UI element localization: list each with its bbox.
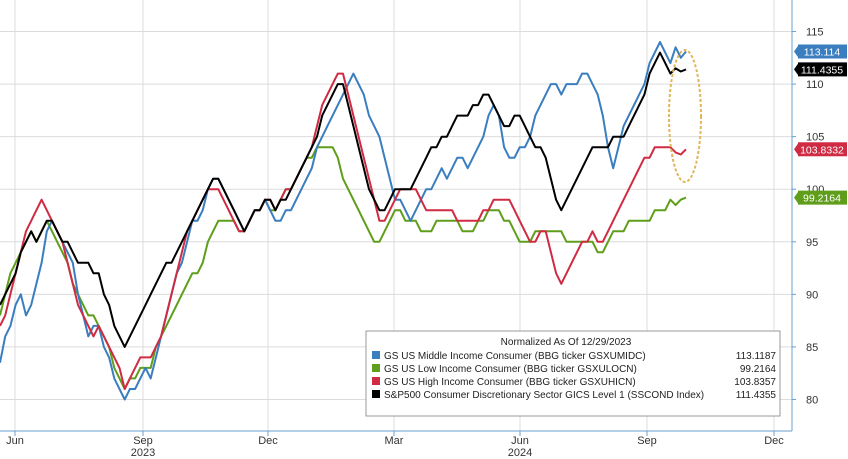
legend-value-high: 103.8357	[734, 377, 776, 388]
series-line-0	[0, 41, 687, 401]
value-badge-text: 111.4355	[801, 64, 843, 76]
y-tick-label: 105	[806, 132, 824, 144]
legend: Normalized As Of 12/29/2023 GS US Middle…	[365, 330, 781, 417]
legend-label-high: GS US High Income Consumer (BBG ticker G…	[384, 377, 636, 388]
x-tick-label: Sep	[637, 435, 657, 447]
y-tick-label: 110	[806, 79, 824, 91]
legend-label-low: GS US Low Income Consumer (BBG ticker GS…	[384, 364, 637, 375]
value-badge	[798, 190, 847, 205]
highlight-layer	[668, 49, 702, 183]
series-layer	[0, 41, 687, 401]
value-badge-pointer	[794, 62, 799, 77]
badge-layer: 113.114 99.2164 103.8332 111.4355	[794, 44, 847, 205]
value-badge-pointer	[794, 44, 799, 59]
x-year-label: 2024	[508, 447, 532, 459]
x-tick-label: Dec	[258, 435, 278, 447]
legend-value-middle: 113.1187	[736, 351, 777, 362]
value-badge-text: 103.8332	[800, 144, 844, 156]
legend-swatch-middle	[372, 351, 380, 359]
legend-value-sscond: 111.4355	[736, 390, 777, 401]
value-badge	[798, 44, 847, 59]
legend-label-sscond: S&P500 Consumer Discretionary Sector GIC…	[384, 390, 704, 401]
x-tick-label: Mar	[385, 435, 404, 447]
x-year-label: 2023	[131, 447, 155, 459]
x-tick-label: Sep	[133, 435, 153, 447]
legend-label-middle: GS US Middle Income Consumer (BBG ticker…	[384, 351, 646, 362]
legend-swatch-sscond	[372, 390, 380, 398]
x-tick-label: Jun	[511, 435, 529, 447]
value-badge	[798, 142, 847, 157]
y-tick-label: 115	[806, 27, 824, 39]
legend-swatch-high	[372, 377, 380, 385]
legend-frame	[365, 330, 781, 417]
x-tick-label: Dec	[764, 435, 784, 447]
value-badge	[798, 62, 847, 77]
series-line-3	[0, 51, 687, 348]
value-badge-text: 99.2164	[803, 193, 841, 205]
x-tick-label: Jun	[6, 435, 24, 447]
highlight-ellipse	[668, 49, 702, 183]
y-tick-label: 90	[806, 289, 818, 301]
value-badge-text: 113.114	[804, 47, 841, 59]
value-badge-pointer	[794, 142, 799, 157]
y-tick-label: 85	[806, 342, 818, 354]
legend-title: Normalized As Of 12/29/2023	[501, 337, 632, 348]
legend-swatch-low	[372, 364, 380, 372]
series-line-2	[0, 72, 687, 390]
y-tick-label: 80	[806, 394, 818, 406]
series-line-1	[0, 146, 687, 390]
value-badge-pointer	[794, 190, 799, 205]
legend-value-low: 99.2164	[740, 364, 777, 375]
y-tick-label: 95	[806, 237, 818, 249]
